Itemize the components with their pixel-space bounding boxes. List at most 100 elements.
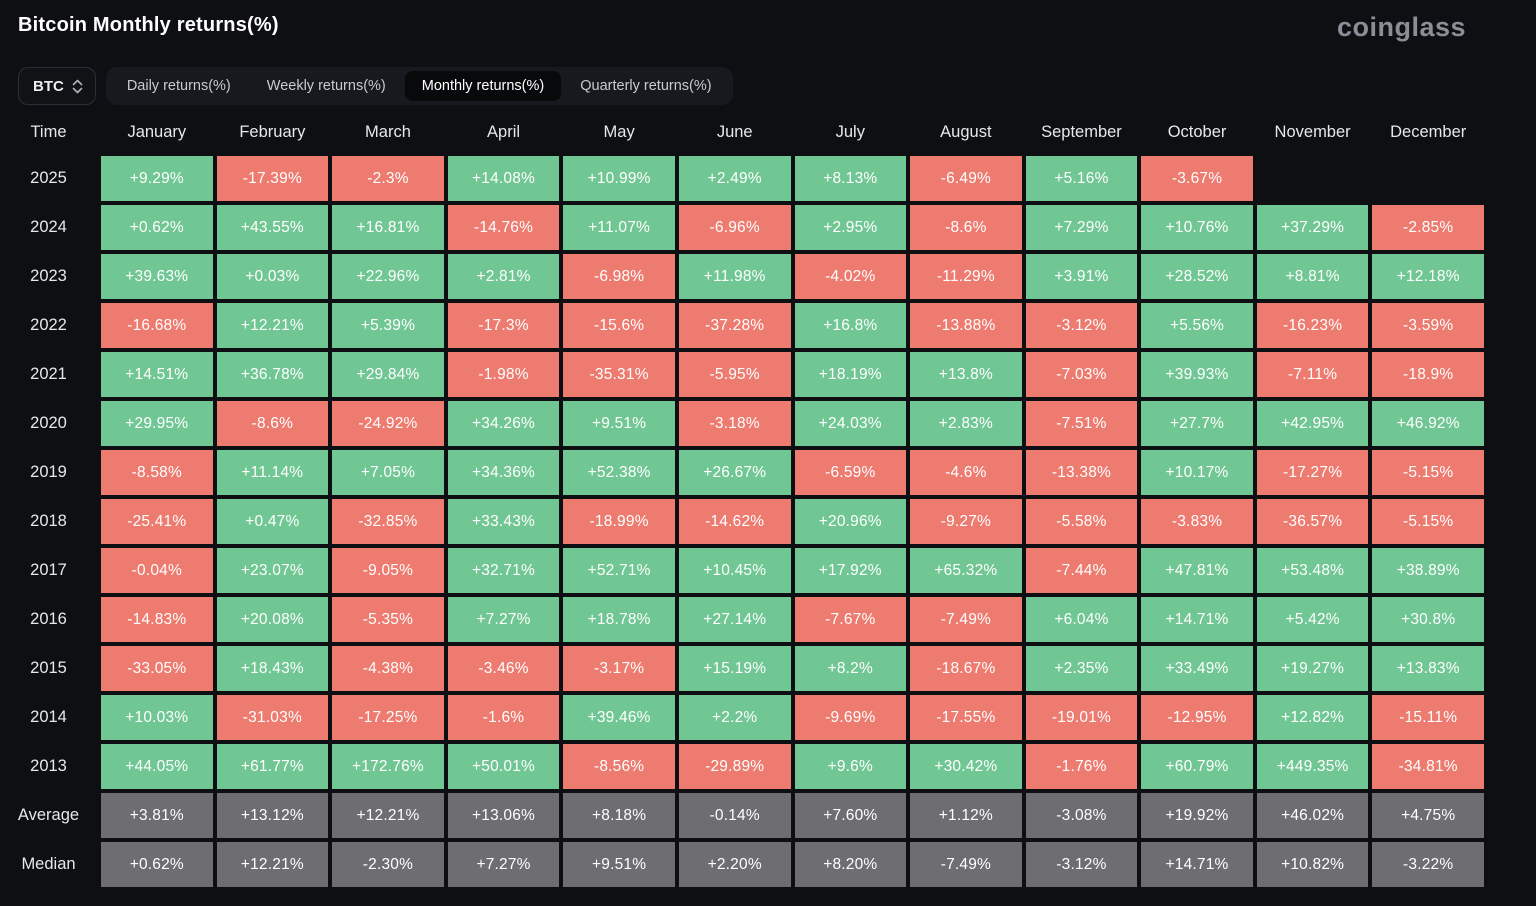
return-cell: -24.92% bbox=[332, 401, 444, 446]
return-cell: -8.6% bbox=[910, 205, 1022, 250]
updown-chevron-icon bbox=[72, 79, 83, 94]
return-cell: +13.83% bbox=[1372, 646, 1484, 691]
return-cell: +19.92% bbox=[1141, 793, 1253, 838]
column-header: September bbox=[1041, 122, 1122, 141]
row-label: Average bbox=[17, 806, 80, 824]
column-header: March bbox=[365, 122, 411, 141]
return-cell: +53.48% bbox=[1256, 548, 1369, 593]
return-cell: -11.29% bbox=[910, 254, 1022, 299]
return-cell: +46.92% bbox=[1372, 401, 1484, 446]
return-cell: +28.52% bbox=[1141, 254, 1253, 299]
column-header: February bbox=[239, 122, 306, 141]
return-cell: +26.67% bbox=[678, 450, 791, 495]
return-cell: -5.58% bbox=[1025, 499, 1138, 544]
return-cell: +0.62% bbox=[101, 842, 213, 887]
return-cell: +10.76% bbox=[1141, 205, 1253, 250]
row-label: Median bbox=[21, 855, 76, 873]
return-cell: +32.71% bbox=[447, 548, 560, 593]
return-cell: +27.14% bbox=[678, 597, 791, 642]
return-cell: -17.39% bbox=[216, 156, 329, 201]
return-cell: -18.99% bbox=[563, 499, 675, 544]
return-cell: -9.69% bbox=[794, 695, 907, 740]
return-cell: -15.6% bbox=[563, 303, 675, 348]
symbol-select[interactable]: BTC bbox=[18, 67, 96, 105]
return-cell: +12.82% bbox=[1256, 695, 1369, 740]
return-cell: +7.05% bbox=[332, 450, 444, 495]
column-header: July bbox=[835, 122, 865, 141]
return-cell: +29.95% bbox=[101, 401, 213, 446]
return-cell: +46.02% bbox=[1256, 793, 1369, 838]
return-cell: +61.77% bbox=[216, 744, 329, 789]
tab-monthly-returns[interactable]: Monthly returns(%) bbox=[404, 71, 562, 101]
return-cell: -3.17% bbox=[563, 646, 675, 691]
tab-quarterly-returns[interactable]: Quarterly returns(%) bbox=[563, 71, 728, 101]
row-label: 2014 bbox=[30, 708, 67, 726]
return-cell: +18.19% bbox=[794, 352, 907, 397]
return-cell: -2.3% bbox=[332, 156, 444, 201]
return-cell: +5.42% bbox=[1256, 597, 1369, 642]
empty-cell bbox=[1372, 156, 1484, 201]
column-header: April bbox=[487, 122, 521, 141]
return-cell: +8.13% bbox=[794, 156, 907, 201]
return-cell: +14.08% bbox=[447, 156, 560, 201]
return-cell: +8.20% bbox=[794, 842, 907, 887]
column-header: January bbox=[127, 122, 187, 141]
return-cell: +449.35% bbox=[1256, 744, 1369, 789]
return-cell: +60.79% bbox=[1141, 744, 1253, 789]
empty-cell bbox=[1257, 156, 1369, 201]
page-title: Bitcoin Monthly returns(%) bbox=[18, 14, 279, 36]
return-cell: +9.29% bbox=[101, 156, 213, 201]
return-cell: -3.46% bbox=[447, 646, 560, 691]
monthly-returns-heatmap: Time January February March April May June July… bbox=[0, 112, 1484, 887]
return-cell: -7.03% bbox=[1025, 352, 1138, 397]
tab-daily-returns[interactable]: Daily returns(%) bbox=[110, 71, 248, 101]
return-cell: -18.9% bbox=[1372, 352, 1484, 397]
tab-weekly-returns[interactable]: Weekly returns(%) bbox=[250, 71, 403, 101]
coinglass-logo: coinglass bbox=[1336, 12, 1466, 42]
return-cell: +65.32% bbox=[910, 548, 1022, 593]
column-header: October bbox=[1167, 122, 1227, 141]
return-cell: -7.67% bbox=[794, 597, 907, 642]
return-cell: +10.45% bbox=[678, 548, 791, 593]
return-cell: -7.51% bbox=[1025, 401, 1138, 446]
top-bar: Bitcoin Monthly returns(%) coinglass bbox=[0, 0, 1536, 58]
row-label: 2022 bbox=[30, 316, 67, 334]
return-cell: +37.29% bbox=[1256, 205, 1369, 250]
return-cell: -3.12% bbox=[1025, 842, 1138, 887]
return-cell: +9.51% bbox=[563, 842, 675, 887]
return-cell: -4.6% bbox=[910, 450, 1022, 495]
return-cell: -33.05% bbox=[101, 646, 213, 691]
return-cell: -0.14% bbox=[678, 793, 791, 838]
return-cell: +33.49% bbox=[1141, 646, 1253, 691]
return-cell: -5.15% bbox=[1372, 499, 1484, 544]
return-cell: +16.81% bbox=[332, 205, 444, 250]
return-cell: +47.81% bbox=[1141, 548, 1253, 593]
return-cell: +11.98% bbox=[678, 254, 791, 299]
return-cell: -9.27% bbox=[910, 499, 1022, 544]
return-cell: +14.71% bbox=[1141, 842, 1253, 887]
return-cell: -0.04% bbox=[101, 548, 213, 593]
return-cell: +2.95% bbox=[794, 205, 907, 250]
return-cell: -8.58% bbox=[101, 450, 213, 495]
return-cell: +2.83% bbox=[910, 401, 1022, 446]
return-cell: +22.96% bbox=[332, 254, 444, 299]
return-cell: -1.6% bbox=[447, 695, 560, 740]
return-cell: -3.67% bbox=[1141, 156, 1253, 201]
return-cell: -2.85% bbox=[1372, 205, 1484, 250]
return-cell: +3.91% bbox=[1025, 254, 1138, 299]
return-cell: -7.49% bbox=[910, 842, 1022, 887]
return-cell: -13.38% bbox=[1025, 450, 1138, 495]
return-cell: -2.30% bbox=[332, 842, 444, 887]
row-label: 2023 bbox=[30, 267, 67, 285]
return-cell: -3.08% bbox=[1025, 793, 1138, 838]
return-cell: +12.21% bbox=[216, 842, 329, 887]
return-cell: -16.23% bbox=[1256, 303, 1369, 348]
return-cell: +34.36% bbox=[447, 450, 560, 495]
return-cell: -6.98% bbox=[563, 254, 675, 299]
return-cell: +5.56% bbox=[1141, 303, 1253, 348]
return-cell: +39.46% bbox=[563, 695, 675, 740]
return-cell: +2.35% bbox=[1025, 646, 1138, 691]
return-cell: -6.49% bbox=[910, 156, 1022, 201]
column-header: December bbox=[1390, 122, 1467, 141]
